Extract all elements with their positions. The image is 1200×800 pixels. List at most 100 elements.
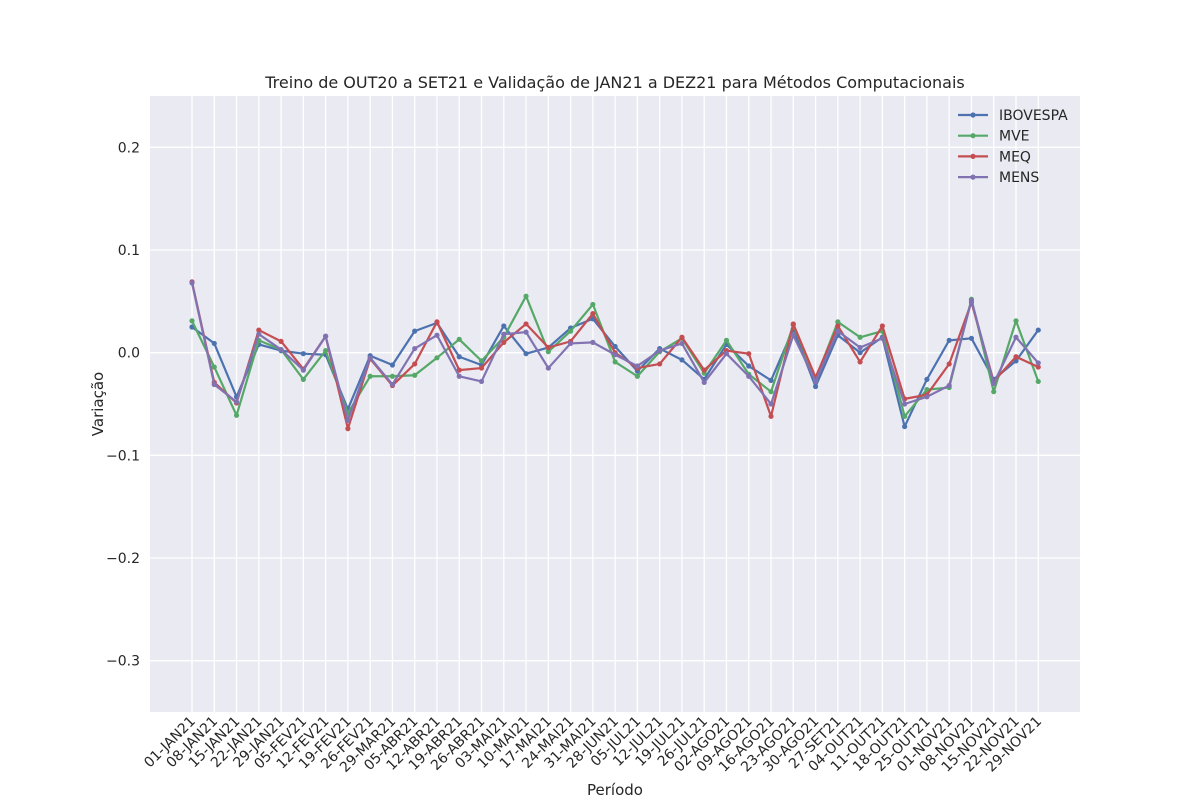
data-point: [389, 362, 396, 368]
data-point: [567, 328, 574, 334]
data-point: [300, 367, 306, 373]
data-point: [746, 363, 752, 369]
y-tick-label: 0.1: [118, 243, 140, 259]
data-point: [478, 358, 485, 364]
x-axis-label: Período: [587, 781, 643, 799]
data-point: [768, 413, 774, 419]
data-point: [857, 344, 863, 351]
data-point: [768, 389, 774, 395]
data-point: [790, 332, 796, 338]
data-point: [501, 339, 507, 345]
legend-label: MEQ: [999, 149, 1031, 165]
data-point: [545, 365, 551, 371]
data-point: [701, 379, 707, 386]
data-point: [412, 345, 418, 352]
data-point: [723, 351, 730, 357]
y-axis-label: Variação: [89, 372, 107, 436]
data-point: [412, 361, 418, 367]
data-point: [1035, 360, 1041, 366]
data-point: [434, 355, 440, 361]
data-point: [634, 363, 641, 369]
data-point: [456, 367, 462, 373]
data-point: [1013, 354, 1019, 360]
series-mens: [189, 280, 1041, 424]
data-point: [701, 367, 707, 373]
legend-item-mens: MENS: [958, 170, 1039, 186]
legend-label: IBOVESPA: [999, 108, 1068, 124]
data-point: [723, 337, 730, 343]
x-gridlines: [191, 96, 1039, 712]
data-point: [501, 331, 507, 337]
data-point: [857, 350, 863, 356]
y-tick-label: −0.3: [106, 654, 140, 670]
data-point: [679, 357, 685, 363]
series-layer: [189, 279, 1041, 432]
data-point: [456, 354, 462, 360]
data-point: [501, 323, 507, 329]
data-point: [902, 423, 908, 430]
data-point: [412, 328, 418, 334]
data-point: [946, 382, 952, 389]
data-point: [434, 332, 440, 338]
data-point: [256, 331, 262, 337]
data-point: [812, 383, 819, 390]
data-point: [612, 352, 618, 358]
data-point: [478, 378, 485, 385]
legend: IBOVESPA MVE MEQ MENS: [958, 108, 1068, 186]
data-point: [968, 335, 975, 341]
data-point: [233, 399, 240, 405]
data-point: [1013, 318, 1019, 324]
data-point: [746, 351, 752, 357]
data-point: [679, 340, 685, 347]
data-point: [256, 327, 262, 333]
data-point: [456, 373, 462, 379]
legend-marker: [970, 174, 976, 180]
data-point: [768, 377, 774, 383]
data-point: [523, 351, 529, 357]
data-point: [946, 361, 952, 367]
data-point: [612, 343, 618, 350]
data-point: [1013, 334, 1019, 340]
data-point: [211, 381, 217, 388]
data-point: [456, 336, 462, 342]
data-point: [233, 412, 240, 418]
data-point: [211, 340, 217, 347]
y-tick-label: 0.2: [118, 140, 140, 156]
data-point: [278, 338, 284, 344]
legend-label: MVE: [999, 129, 1030, 145]
data-point: [523, 329, 529, 335]
data-point: [545, 344, 551, 351]
data-point: [590, 311, 596, 317]
data-point: [523, 321, 529, 327]
data-point: [657, 348, 663, 354]
chart-title: Treino de OUT20 a SET21 e Validação de J…: [264, 73, 965, 92]
legend-marker: [970, 153, 976, 159]
data-point: [902, 401, 908, 407]
data-point: [835, 328, 841, 334]
data-point: [968, 297, 975, 303]
data-point: [412, 372, 418, 378]
data-point: [389, 373, 396, 379]
data-point: [478, 365, 485, 371]
data-point: [211, 364, 217, 370]
data-point: [924, 394, 930, 400]
legend-marker: [970, 112, 976, 118]
y-tick-labels: 0.2 0.1 0.0 −0.1 −0.2 −0.3: [106, 140, 140, 669]
data-point: [523, 293, 529, 299]
x-tick-labels: 01-JAN2108-JAN2115-JAN2122-JAN2129-JAN21…: [141, 714, 1045, 776]
data-point: [835, 319, 841, 325]
data-point: [590, 301, 596, 308]
data-point: [545, 349, 551, 355]
data-point: [902, 413, 908, 419]
data-point: [323, 333, 329, 339]
data-point: [924, 387, 930, 393]
data-point: [946, 337, 952, 343]
data-point: [300, 376, 306, 382]
data-point: [657, 361, 663, 367]
data-point: [189, 318, 195, 324]
data-point: [857, 334, 863, 340]
y-tick-label: −0.2: [106, 551, 140, 567]
data-point: [679, 334, 685, 340]
data-point: [367, 373, 373, 379]
